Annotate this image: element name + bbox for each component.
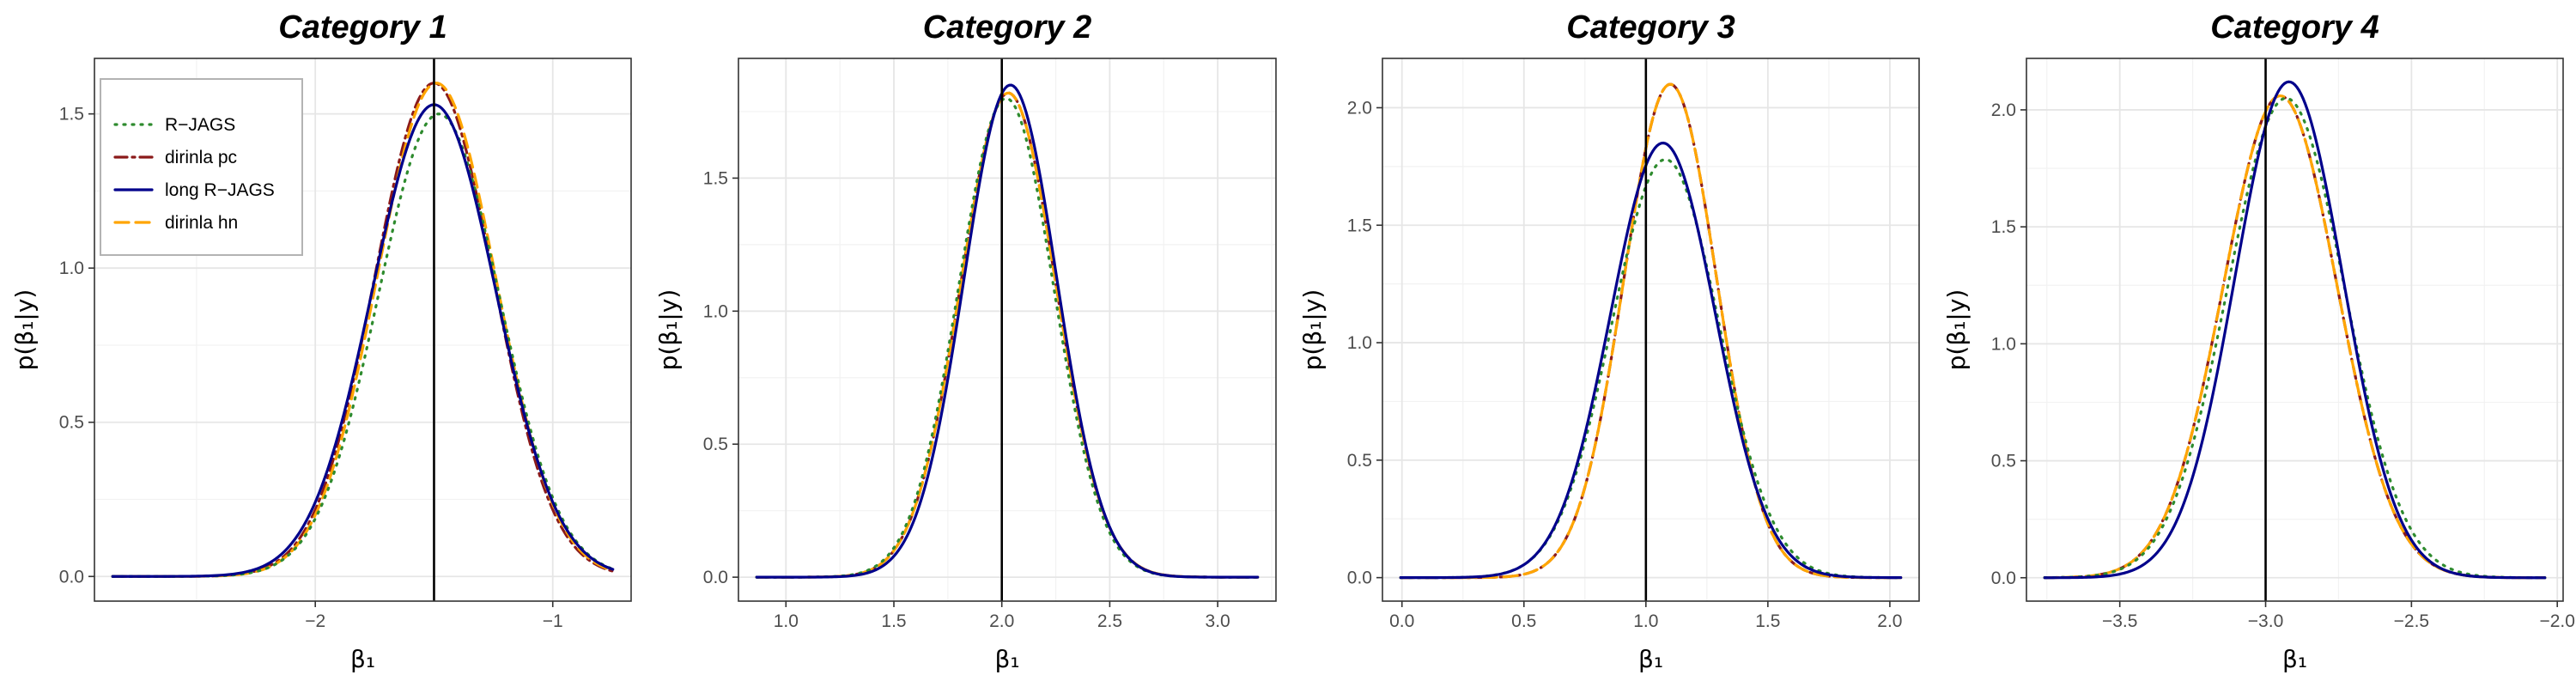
y-tick-label: 0.0 [59,567,84,587]
x-tick-label: 0.5 [1511,611,1536,631]
y-axis-label: p(β₁|y) [1298,289,1327,371]
panel-title: Category 2 [923,9,1091,46]
x-tick-label: −2.0 [2539,611,2574,631]
x-axis-label: β₁ [994,645,1019,673]
y-tick-label: 1.0 [1991,334,2016,354]
y-tick-label: 1.0 [1347,333,1372,353]
x-tick-label: −2 [305,611,325,631]
y-tick-label: 1.5 [59,105,84,125]
x-tick-label: −1 [543,611,563,631]
x-axis-label: β₁ [1638,645,1663,673]
y-tick-label: 2.0 [1347,98,1372,118]
y-tick-label: 0.5 [703,435,728,454]
legend-label: long R−JAGS [165,180,275,200]
plot-background [2026,58,2563,601]
panel-1: −2 −1 0.0 0.5 1.0 1.5 Category 1 β₁ p(β₁|y) R−JAG… [10,9,632,673]
x-tick-label: 1.5 [881,611,906,631]
x-tick-label: 2.0 [1877,611,1902,631]
series-line-long-r-jags [755,83,1260,579]
x-tick-label: 1.0 [1633,611,1658,631]
x-tick-label: 2.0 [989,611,1014,631]
y-axis-label: p(β₁|y) [10,289,39,371]
x-tick-label: 1.0 [774,611,799,631]
y-tick-label: 0.0 [1347,568,1372,588]
y-tick-label: 1.5 [1347,216,1372,235]
y-tick-label: 1.0 [703,301,728,321]
plot-background [738,58,1276,601]
x-tick-label: −3.5 [2102,611,2137,631]
x-tick-label: 2.5 [1097,611,1122,631]
series-line-r-jags [111,112,615,578]
panel-title: Category 3 [1566,9,1735,46]
x-tick-label: 1.5 [1755,611,1780,631]
y-tick-label: 1.0 [59,258,84,278]
y-tick-label: 1.5 [703,168,728,188]
legend-label: R−JAGS [165,115,235,135]
y-tick-label: 0.5 [59,413,84,433]
y-tick-label: 0.5 [1347,451,1372,471]
x-axis-label: β₁ [350,645,375,673]
y-tick-label: 0.5 [1991,452,2016,471]
panel-2: 1.0 1.5 2.0 2.5 3.0 0.0 0.5 1.0 1.5 Category 2 β₁ p… [654,9,1277,673]
series-line-r-jags [2043,96,2547,580]
y-tick-label: 0.0 [703,568,728,587]
panel-border [738,58,1277,602]
panel-4: −3.5 −3.0 −2.5 −2.0 0.0 0.5 1.0 1.5 2.0 Category … [1942,9,2575,673]
legend-label: dirinla pc [165,148,237,167]
series-line-long-r-jags [2043,80,2547,580]
y-tick-label: 0.0 [1991,568,2016,588]
x-tick-label: −2.5 [2394,611,2429,631]
plot-background [1382,58,1919,601]
y-tick-label: 2.0 [1991,100,2016,120]
series-line-long-r-jags [1399,141,1903,580]
panel-border [94,58,632,602]
x-tick-label: −3.0 [2248,611,2283,631]
series-line-long-r-jags [111,103,615,578]
x-axis-label: β₁ [2282,645,2307,673]
panel-3: 0.0 0.5 1.0 1.5 2.0 0.0 0.5 1.0 1.5 2.0 Category 3… [1298,9,1920,673]
panel-border [2026,58,2564,602]
panel-border [1382,58,1920,602]
panel-title: Category 4 [2210,9,2379,46]
panel-title: Category 1 [278,9,447,46]
legend: R−JAGS dirinla pc long R−JAGS dirinla hn [100,78,303,256]
x-tick-label: 3.0 [1206,611,1230,631]
legend-label: dirinla hn [165,213,238,233]
legend-box [100,78,303,256]
x-tick-label: 0.0 [1389,611,1414,631]
y-tick-label: 1.5 [1991,217,2016,237]
series-line-r-jags [1399,158,1903,580]
y-axis-label: p(β₁|y) [654,289,683,371]
y-axis-label: p(β₁|y) [1942,289,1971,371]
